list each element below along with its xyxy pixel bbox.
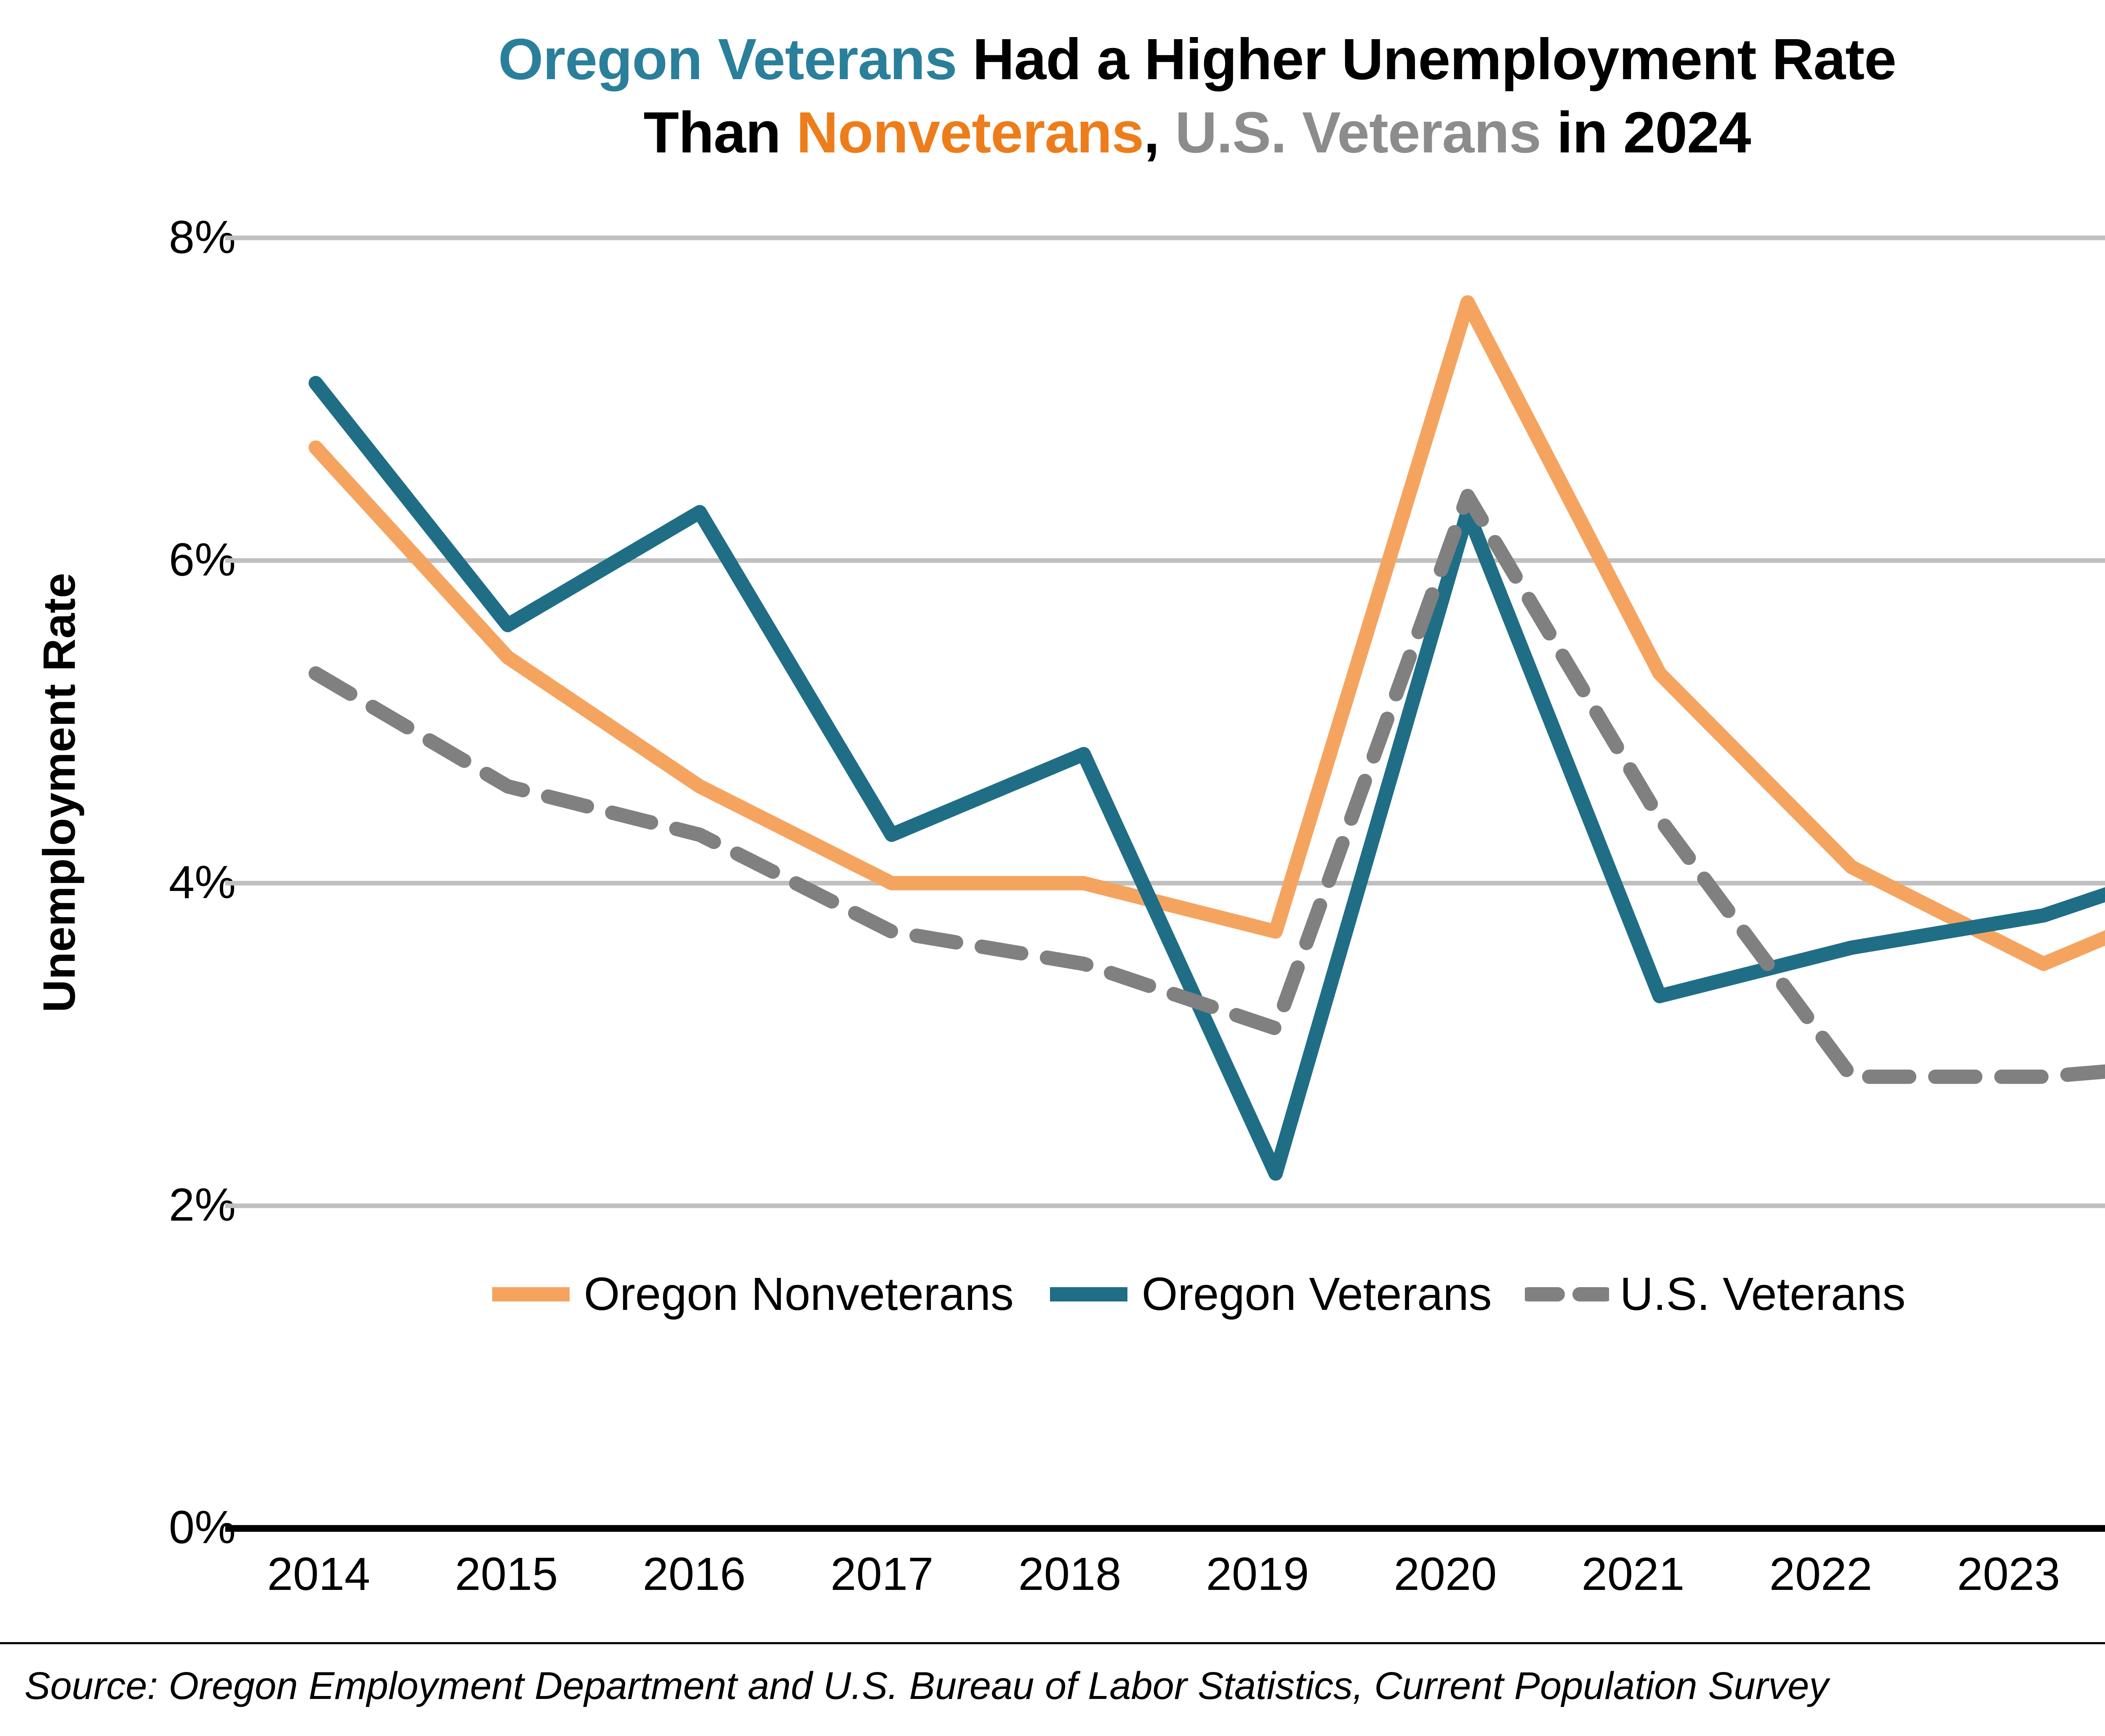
title-segment-us-veterans: U.S. Veterans <box>1175 100 1541 165</box>
legend-line-swatch-oregon-veterans <box>1050 1287 1127 1301</box>
title-segment-than: Than <box>643 100 797 165</box>
x-axis-tick-2017: 2017 <box>830 1548 934 1600</box>
legend-line-swatch-oregon-nonveterans <box>492 1287 570 1301</box>
title-segment-in-2024: in 2024 <box>1541 100 1751 165</box>
series-line-oregon-nonveterans <box>309 295 2105 971</box>
source-note: Source: Oregon Employment Department and… <box>24 1664 1829 1707</box>
chart-canvas <box>225 235 2105 1532</box>
legend-item-us-veterans[interactable]: U.S. Veterans <box>1524 1267 1906 1321</box>
legend-line-swatch-us-veterans <box>1524 1287 1609 1301</box>
x-axis-tick-2020: 2020 <box>1394 1548 1497 1600</box>
x-axis-tick-2022: 2022 <box>1769 1548 1873 1600</box>
legend-item-oregon-nonveterans[interactable]: Oregon Nonveterans <box>489 1267 1014 1321</box>
gridlines <box>225 235 2105 1208</box>
legend-label-oregon-nonveterans: Oregon Nonveterans <box>584 1268 1014 1320</box>
plot-area <box>225 211 2105 1558</box>
x-axis-tick-2019: 2019 <box>1206 1548 1309 1600</box>
legend-label-oregon-veterans: Oregon Veterans <box>1141 1268 1492 1320</box>
chart-title-line-2: Than Nonveterans, U.S. Veterans in 2024 <box>0 96 2105 170</box>
y-axis-title: Unemployment Rate <box>33 573 85 1013</box>
x-axis-tick-2021: 2021 <box>1581 1548 1685 1600</box>
x-axis-tick-2023: 2023 <box>1957 1548 2060 1600</box>
x-axis-tick-2016: 2016 <box>642 1548 746 1600</box>
title-segment-had-a-higher: Had a Higher Unemployment Rate <box>957 27 1897 92</box>
source-divider <box>0 1642 2105 1644</box>
y-axis-tick-0: 0% <box>169 1501 236 1553</box>
title-segment-comma: , <box>1143 100 1175 165</box>
legend-label-us-veterans: U.S. Veterans <box>1620 1268 1906 1320</box>
series-line-oregon-veterans <box>309 376 2105 1181</box>
y-axis-tick-4: 4% <box>169 856 236 908</box>
series-lines <box>309 295 2105 1181</box>
x-axis-tick-2014: 2014 <box>267 1548 370 1600</box>
y-axis-tick-8: 8% <box>169 211 236 263</box>
legend-item-oregon-veterans[interactable]: Oregon Veterans <box>1047 1267 1492 1321</box>
chart-title-line-1: Oregon Veterans Had a Higher Unemploymen… <box>0 23 2105 96</box>
chart-legend: Oregon Nonveterans Oregon Veterans U.S. … <box>0 1267 2105 1321</box>
x-axis-tick-2024: 2024 <box>2091 1547 2105 1601</box>
series-line-u-s-veterans <box>309 489 2105 1084</box>
x-axis-tick-2018: 2018 <box>1018 1548 1122 1600</box>
title-segment-nonveterans: Nonveterans <box>796 100 1144 165</box>
title-segment-oregon-veterans: Oregon Veterans <box>498 27 957 92</box>
x-axis-tick-2015: 2015 <box>455 1548 558 1600</box>
y-axis-tick-6: 6% <box>169 534 236 586</box>
chart-title: Oregon Veterans Had a Higher Unemploymen… <box>0 23 2105 170</box>
y-axis-tick-2: 2% <box>169 1179 236 1231</box>
